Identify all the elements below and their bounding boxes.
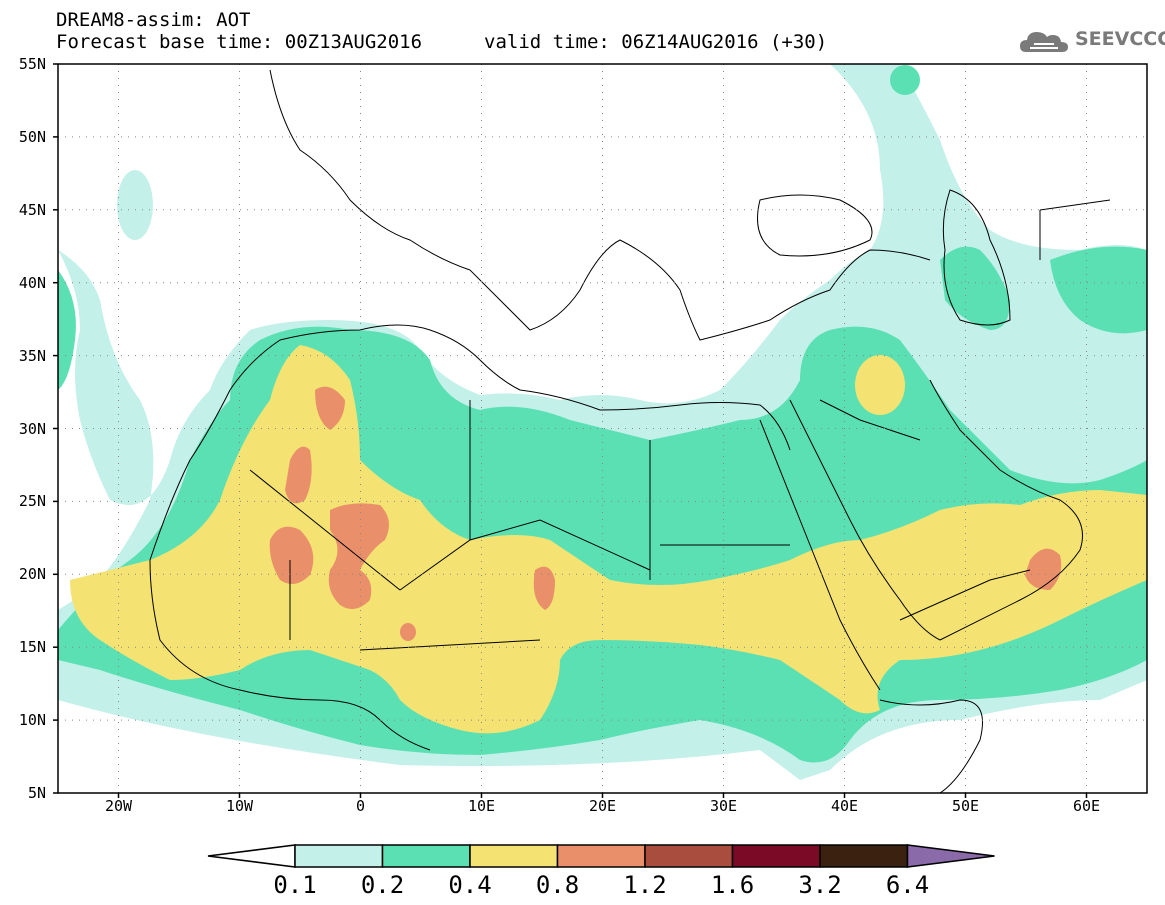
colorbar-label: 0.8 [535, 871, 580, 899]
aot-contour-0.1-patch [117, 170, 153, 240]
lon-tick-label: 50E [951, 797, 980, 815]
lon-tick-label: 30E [709, 797, 738, 815]
lat-tick-label: 30N [18, 419, 46, 438]
coastline-black-sea [757, 194, 873, 257]
colorbar [207, 844, 995, 868]
logo-text: SEEVCCC [1075, 28, 1165, 50]
coastline-africa-west [149, 389, 431, 751]
lat-tick-label: 35N [18, 346, 46, 365]
lon-tick-label: 40E [830, 797, 859, 815]
colorbar-right-arrow [906, 844, 995, 868]
lon-tick-label: 10E [467, 797, 496, 815]
border-lines [249, 199, 1111, 651]
coastline-horn [879, 699, 983, 793]
colorbar-label: 6.4 [885, 871, 930, 899]
aot-contour-0.2-east [1050, 246, 1147, 334]
colorbar-segment [556, 844, 646, 868]
cloud-logo-icon [1020, 32, 1068, 52]
lon-tick-label: 0 [355, 797, 366, 815]
coastline-caspian [942, 189, 1011, 326]
lat-tick-label: 40N [18, 273, 46, 292]
lat-tick-label: 15N [18, 638, 46, 657]
colorbar-label: 0.1 [273, 871, 317, 899]
colorbar-label: 1.6 [710, 871, 755, 899]
lat-tick-label: 20N [18, 565, 46, 584]
colorbar-label: 0.2 [360, 871, 405, 899]
lat-tick-label: 50N [18, 127, 46, 146]
lon-tick-label: 10W [225, 797, 254, 815]
colorbar-label: 3.2 [798, 871, 842, 899]
map-title: DREAM8-assim: AOT [56, 9, 251, 31]
aot-contour-0.2-caspian [940, 246, 1010, 330]
coastline-europe [269, 69, 931, 341]
coastline-arabia [929, 379, 1083, 641]
aot-contour-0.8 [269, 386, 1062, 610]
coastlines [149, 69, 1111, 793]
coastline-africa-north [229, 324, 791, 451]
colorbar-left-arrow [207, 844, 296, 868]
lat-tick-label: 5N [27, 784, 46, 802]
lat-tick-label: 25N [18, 492, 46, 511]
colorbar-segment [819, 844, 909, 868]
aot-contour-0.4 [70, 345, 1147, 734]
lon-tick-label: 60E [1072, 797, 1101, 815]
forecast-base-time: Forecast base time: 00Z13AUG2016 [56, 31, 423, 53]
lat-tick-label: 45N [18, 200, 46, 219]
aot-contour-0.8-small [400, 623, 416, 641]
lat-tick-label: 10N [18, 711, 46, 730]
axis-ticks [53, 63, 1088, 798]
colorbar-segment [644, 844, 734, 868]
aot-contour-0.2-north [890, 65, 920, 95]
colorbar-segment [731, 844, 821, 868]
aot-field [58, 64, 1147, 780]
lat-tick-label: 55N [18, 55, 46, 73]
colorbar-label: 0.4 [448, 871, 492, 899]
gridlines [58, 63, 1147, 794]
colorbar-label: 1.2 [623, 871, 667, 899]
forecast-time-line: Forecast base time: 00Z13AUG2016 valid ti… [56, 31, 827, 53]
coastline-red-sea [759, 399, 941, 691]
colorbar-segment [294, 844, 384, 868]
valid-time: valid time: 06Z14AUG2016 (+30) [484, 31, 828, 53]
colorbar-segment [469, 844, 559, 868]
lon-tick-label: 20E [588, 797, 617, 815]
colorbar-segment [381, 844, 471, 868]
aot-contour-0.4-arabia [855, 355, 905, 415]
lon-tick-label: 20W [104, 797, 133, 815]
